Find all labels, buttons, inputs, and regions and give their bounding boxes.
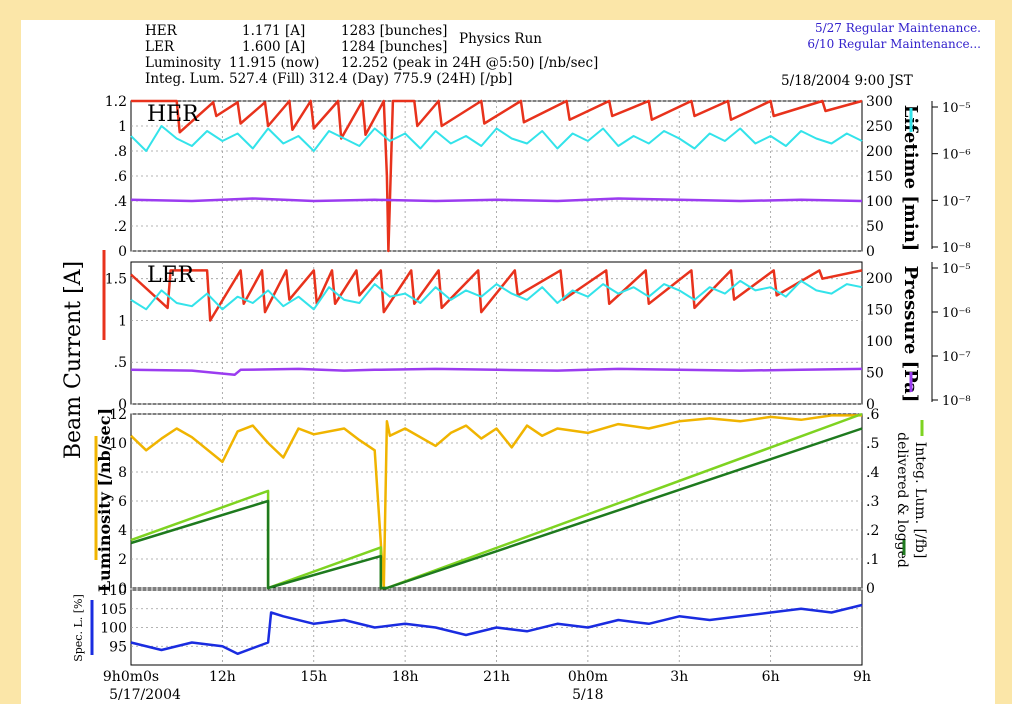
y2-tick-label: 0 [866,244,875,260]
y2-tick-label: .5 [866,436,879,452]
y-tick-label: 4 [118,523,127,539]
y2-tick-label: .2 [866,523,879,539]
her-label: HER [145,23,177,39]
y2-tick-label: 50 [866,365,884,381]
x-tick-label: 0h0m [568,669,608,685]
y2-tick-label: 300 [866,94,893,110]
x-tick-label: 9h [853,669,871,685]
y2-tick-label: 0 [866,397,875,413]
y2-tick-label: 100 [866,194,893,210]
y-tick-label: 8 [118,465,127,481]
series-line-beamcurrent [130,269,863,322]
y2-axis-title-pressure: Pressure [Pa] [900,266,921,403]
integ-label: Integ. Lum. [145,71,225,87]
y2-tick-label: 100 [866,334,893,350]
panel-label-her: HER [147,102,200,127]
her-current: 1.171 [A] [242,23,306,39]
y2-tick-label: .3 [866,494,879,510]
y-tick-label: 0 [118,397,127,413]
y-tick-label: 95 [109,639,127,655]
y2-axis-subtitle-integ-lum: delivered & logged [894,432,910,568]
pressure-tick-label: 10⁻⁵ [942,262,971,277]
pressure-tick-label: 10⁻⁵ [942,101,971,116]
series-line-logged [130,427,863,590]
y-axis-title-luminosity: Luminosity [/nb/sec] [95,408,114,592]
y-tick-label: 10 [109,436,127,452]
lum-peak: 12.252 (peak in 24H @5:50) [/nb/sec] [341,55,599,71]
ler-bunches: 1284 [bunches] [341,39,448,55]
x-tick-label: 3h [670,669,688,685]
timestamp: 5/18/2004 9:00 JST [781,73,913,89]
y-tick-label: 105 [100,602,127,618]
lum-label: Luminosity [145,55,221,71]
lum-now: 11.915 (now) [229,55,320,71]
series-line-pressure [130,367,863,377]
series-line-lifetime [130,279,863,311]
notice-link[interactable]: 6/10 Regular Maintenance... [807,37,981,51]
y2-tick-label: 150 [866,302,893,318]
y2-tick-label: 150 [866,169,893,185]
run-mode: Physics Run [459,31,542,47]
pressure-tick-label: 10⁻⁸ [942,394,971,409]
y-tick-label: 12 [109,407,127,423]
x-tick-label: 21h [483,669,510,685]
pressure-tick-label: 10⁻⁷ [942,350,971,365]
x-date-label: 5/17/2004 [109,687,181,703]
y-tick-label: 0 [118,581,127,597]
y2-tick-label: 50 [866,219,884,235]
y2-tick-label: 0 [866,581,875,597]
x-tick-label: 9h0m0s [103,669,159,685]
x-tick-label: 15h [300,669,327,685]
pressure-tick-label: 10⁻⁸ [942,241,971,256]
series-line-luminosity [130,414,862,590]
y2-axis-title-lifetime: Lifetime [min] [900,105,921,252]
integ-values: 527.4 (Fill) 312.4 (Day) 775.9 (24H) [/p… [229,71,513,87]
y2-tick-label: 200 [866,271,893,287]
y-tick-label: 0 [118,244,127,260]
notice-link[interactable]: 5/27 Regular Maintenance. [814,21,981,35]
y-tick-label: .2 [114,219,127,235]
y-tick-label: 110 [100,583,127,599]
y-axis-title-spec-l: Spec. L. [%] [72,594,85,662]
y2-tick-label: 250 [866,119,893,135]
pressure-tick-label: 10⁻⁷ [942,194,971,209]
y-tick-label: .8 [114,144,127,160]
y-tick-label: 1 [118,313,127,329]
y-tick-label: .6 [114,169,127,185]
ler-label: LER [145,39,174,55]
her-bunches: 1283 [bunches] [341,23,448,39]
y2-axis-title-integ-lum: Integ. Lum. [/fb] [912,442,928,559]
x-tick-label: 12h [209,669,236,685]
panel-label-ler: LER [147,263,196,288]
y-tick-label: .5 [114,355,127,371]
pressure-tick-label: 10⁻⁶ [942,306,971,321]
x-tick-label: 18h [392,669,419,685]
y2-tick-label: 200 [866,144,893,160]
x-date-label: 5/18 [572,687,603,703]
series-line-beamcurrent [131,99,863,253]
y-axis-title-beam-current: Beam Current [A] [61,261,86,459]
y-tick-label: 1.5 [105,272,127,288]
series-line-specl [130,603,863,656]
y-tick-label: 1 [118,119,127,135]
y-tick-label: 2 [118,552,127,568]
y2-tick-label: .1 [866,552,879,568]
series-line-lifetime [130,125,863,152]
y2-tick-label: .4 [866,465,879,481]
y-tick-label: 6 [118,494,127,510]
y-tick-label: .4 [114,194,127,210]
y-tick-label: 100 [100,621,127,637]
y2-tick-label: .6 [866,407,879,423]
x-tick-label: 6h [762,669,780,685]
pressure-tick-label: 10⁻⁶ [942,148,971,163]
ler-current: 1.600 [A] [242,39,306,55]
series-line-pressure [130,197,863,203]
y-tick-label: 1.2 [105,94,127,110]
